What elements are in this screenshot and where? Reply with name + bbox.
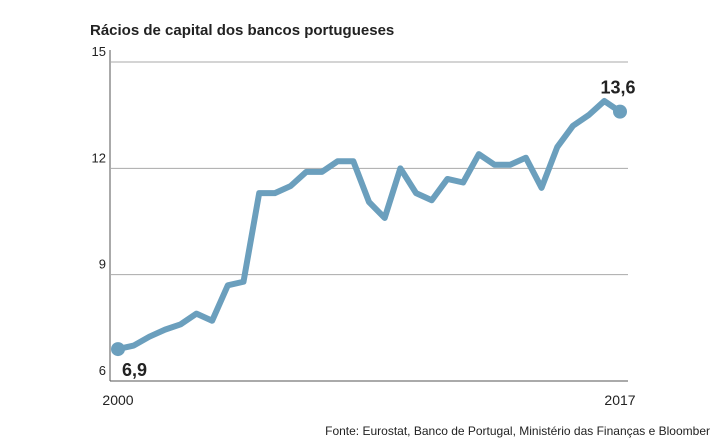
y-tick-label: 6 [99, 363, 106, 378]
end-marker [613, 104, 627, 119]
end-marker [111, 342, 125, 357]
x-tick-label: 2017 [604, 392, 635, 408]
y-tick-label: 15 [92, 44, 106, 59]
source: Fonte: Eurostat, Banco de Portugal, Mini… [325, 424, 710, 438]
data-label: 13,6 [600, 78, 635, 98]
y-tick-label: 9 [99, 257, 106, 272]
data-line [115, 97, 623, 353]
data-label: 6,9 [122, 360, 147, 380]
y-tick-label: 12 [92, 150, 106, 165]
x-tick-label: 2000 [102, 392, 133, 408]
chart-title: Rácios de capital dos bancos portugueses [90, 22, 394, 39]
